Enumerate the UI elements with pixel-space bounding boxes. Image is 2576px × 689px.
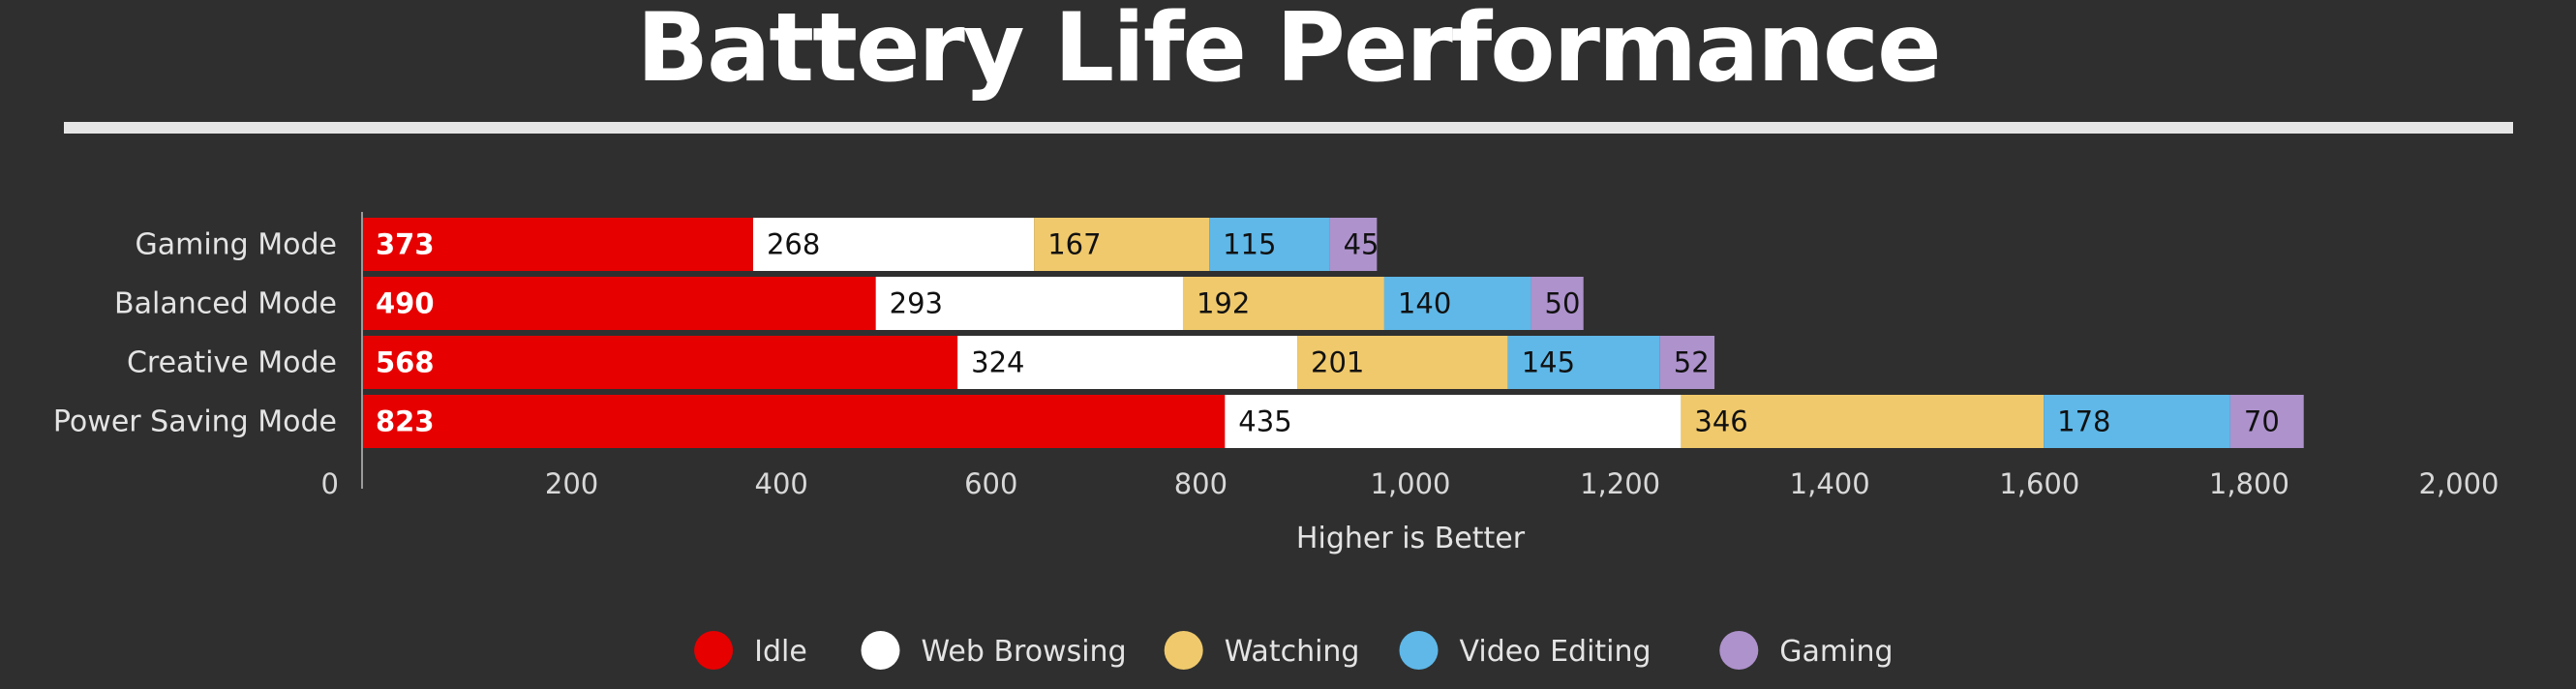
bar-power-saving-mode-video-editing bbox=[2044, 395, 2230, 448]
x-tick-label: 800 bbox=[1174, 467, 1227, 500]
data-label-gaming-mode-gaming: 45 bbox=[1344, 228, 1379, 261]
x-tick-label: 2,000 bbox=[2418, 467, 2499, 500]
x-tick-label: 600 bbox=[964, 467, 1017, 500]
data-label-power-saving-mode-idle: 823 bbox=[376, 405, 435, 438]
bar-creative-mode-idle bbox=[362, 336, 958, 389]
bar-balanced-mode-video-editing bbox=[1383, 277, 1531, 330]
data-label-gaming-mode-idle: 373 bbox=[376, 228, 435, 261]
bar-gaming-mode-web-browsing bbox=[752, 218, 1035, 271]
bar-balanced-mode-web-browsing bbox=[875, 277, 1183, 330]
x-tick-label: 200 bbox=[545, 467, 598, 500]
data-label-balanced-mode-gaming: 50 bbox=[1545, 287, 1581, 320]
legend-label-idle: Idle bbox=[754, 635, 807, 669]
title-divider bbox=[64, 122, 2513, 134]
bar-gaming-mode-idle bbox=[362, 218, 753, 271]
bar-power-saving-mode-web-browsing bbox=[1225, 395, 1682, 448]
data-label-balanced-mode-watching: 192 bbox=[1197, 287, 1250, 320]
bar-creative-mode-video-editing bbox=[1507, 336, 1660, 389]
bar-gaming-mode-gaming bbox=[1329, 218, 1378, 271]
legend-swatch-watching bbox=[1164, 631, 1203, 670]
bar-power-saving-mode-watching bbox=[1681, 395, 2045, 448]
data-label-gaming-mode-web-browsing: 268 bbox=[767, 228, 820, 261]
bar-balanced-mode-watching bbox=[1182, 277, 1384, 330]
legend-swatch-video-editing bbox=[1399, 631, 1439, 670]
bar-gaming-mode-watching bbox=[1034, 218, 1210, 271]
x-tick-label: 400 bbox=[755, 467, 808, 500]
data-label-creative-mode-gaming: 52 bbox=[1674, 346, 1710, 379]
x-tick-label: 1,600 bbox=[1999, 467, 2079, 500]
bar-creative-mode-watching bbox=[1297, 336, 1508, 389]
bar-group: 373 268 167 115 45 490 293 192 140 50 568 324 201 145… bbox=[362, 218, 2304, 448]
bar-balanced-mode-idle bbox=[362, 277, 876, 330]
x-tick-label: 0 bbox=[321, 467, 339, 500]
data-label-creative-mode-watching: 201 bbox=[1311, 346, 1364, 379]
data-label-balanced-mode-idle: 490 bbox=[376, 287, 435, 320]
chart-title: Battery Life Performance bbox=[636, 0, 1941, 104]
bar-gaming-mode-video-editing bbox=[1209, 218, 1330, 271]
x-axis-title: Higher is Better bbox=[1296, 522, 1526, 555]
bar-power-saving-mode-idle bbox=[362, 395, 1226, 448]
bar-creative-mode-web-browsing bbox=[957, 336, 1298, 389]
legend-swatch-web-browsing bbox=[861, 631, 900, 670]
data-label-power-saving-mode-gaming: 70 bbox=[2244, 405, 2280, 438]
data-label-power-saving-mode-watching: 346 bbox=[1694, 405, 1747, 438]
category-label-creative-mode: Creative Mode bbox=[127, 346, 337, 380]
data-label-power-saving-mode-web-browsing: 435 bbox=[1238, 405, 1291, 438]
data-label-gaming-mode-video-editing: 115 bbox=[1223, 228, 1276, 261]
data-label-balanced-mode-web-browsing: 293 bbox=[890, 287, 943, 320]
legend-swatch-gaming bbox=[1719, 631, 1759, 670]
bar-creative-mode-gaming bbox=[1659, 336, 1715, 389]
bar-balanced-mode-gaming bbox=[1530, 277, 1584, 330]
data-label-creative-mode-web-browsing: 324 bbox=[971, 346, 1024, 379]
category-label-balanced-mode: Balanced Mode bbox=[114, 287, 337, 321]
legend-label-watching: Watching bbox=[1225, 635, 1360, 669]
x-tick-label: 1,400 bbox=[1790, 467, 1870, 500]
legend: Idle Web Browsing Watching Video Editing Gam… bbox=[694, 631, 1894, 670]
category-label-power-saving-mode: Power Saving Mode bbox=[53, 405, 337, 439]
x-tick-label: 1,200 bbox=[1580, 467, 1660, 500]
category-labels: Gaming Mode Balanced Mode Creative Mode Pow… bbox=[53, 228, 337, 439]
data-label-gaming-mode-watching: 167 bbox=[1047, 228, 1101, 261]
bar-power-saving-mode-gaming bbox=[2229, 395, 2304, 448]
category-label-gaming-mode: Gaming Mode bbox=[135, 228, 337, 262]
x-tick-label: 1,800 bbox=[2209, 467, 2289, 500]
legend-label-gaming: Gaming bbox=[1779, 635, 1893, 669]
data-label-balanced-mode-video-editing: 140 bbox=[1398, 287, 1451, 320]
data-label-power-saving-mode-video-editing: 178 bbox=[2057, 405, 2110, 438]
legend-swatch-idle bbox=[694, 631, 734, 670]
x-tick-label: 1,000 bbox=[1370, 467, 1450, 500]
legend-label-video-editing: Video Editing bbox=[1460, 635, 1652, 669]
legend-label-web-browsing: Web Browsing bbox=[922, 635, 1127, 669]
data-label-creative-mode-idle: 568 bbox=[376, 346, 435, 379]
x-axis-ticks: 0 200 400 600 800 1,000 1,200 1,400 1,600 1,800 2,… bbox=[321, 467, 2500, 500]
data-label-creative-mode-video-editing: 145 bbox=[1522, 346, 1575, 379]
